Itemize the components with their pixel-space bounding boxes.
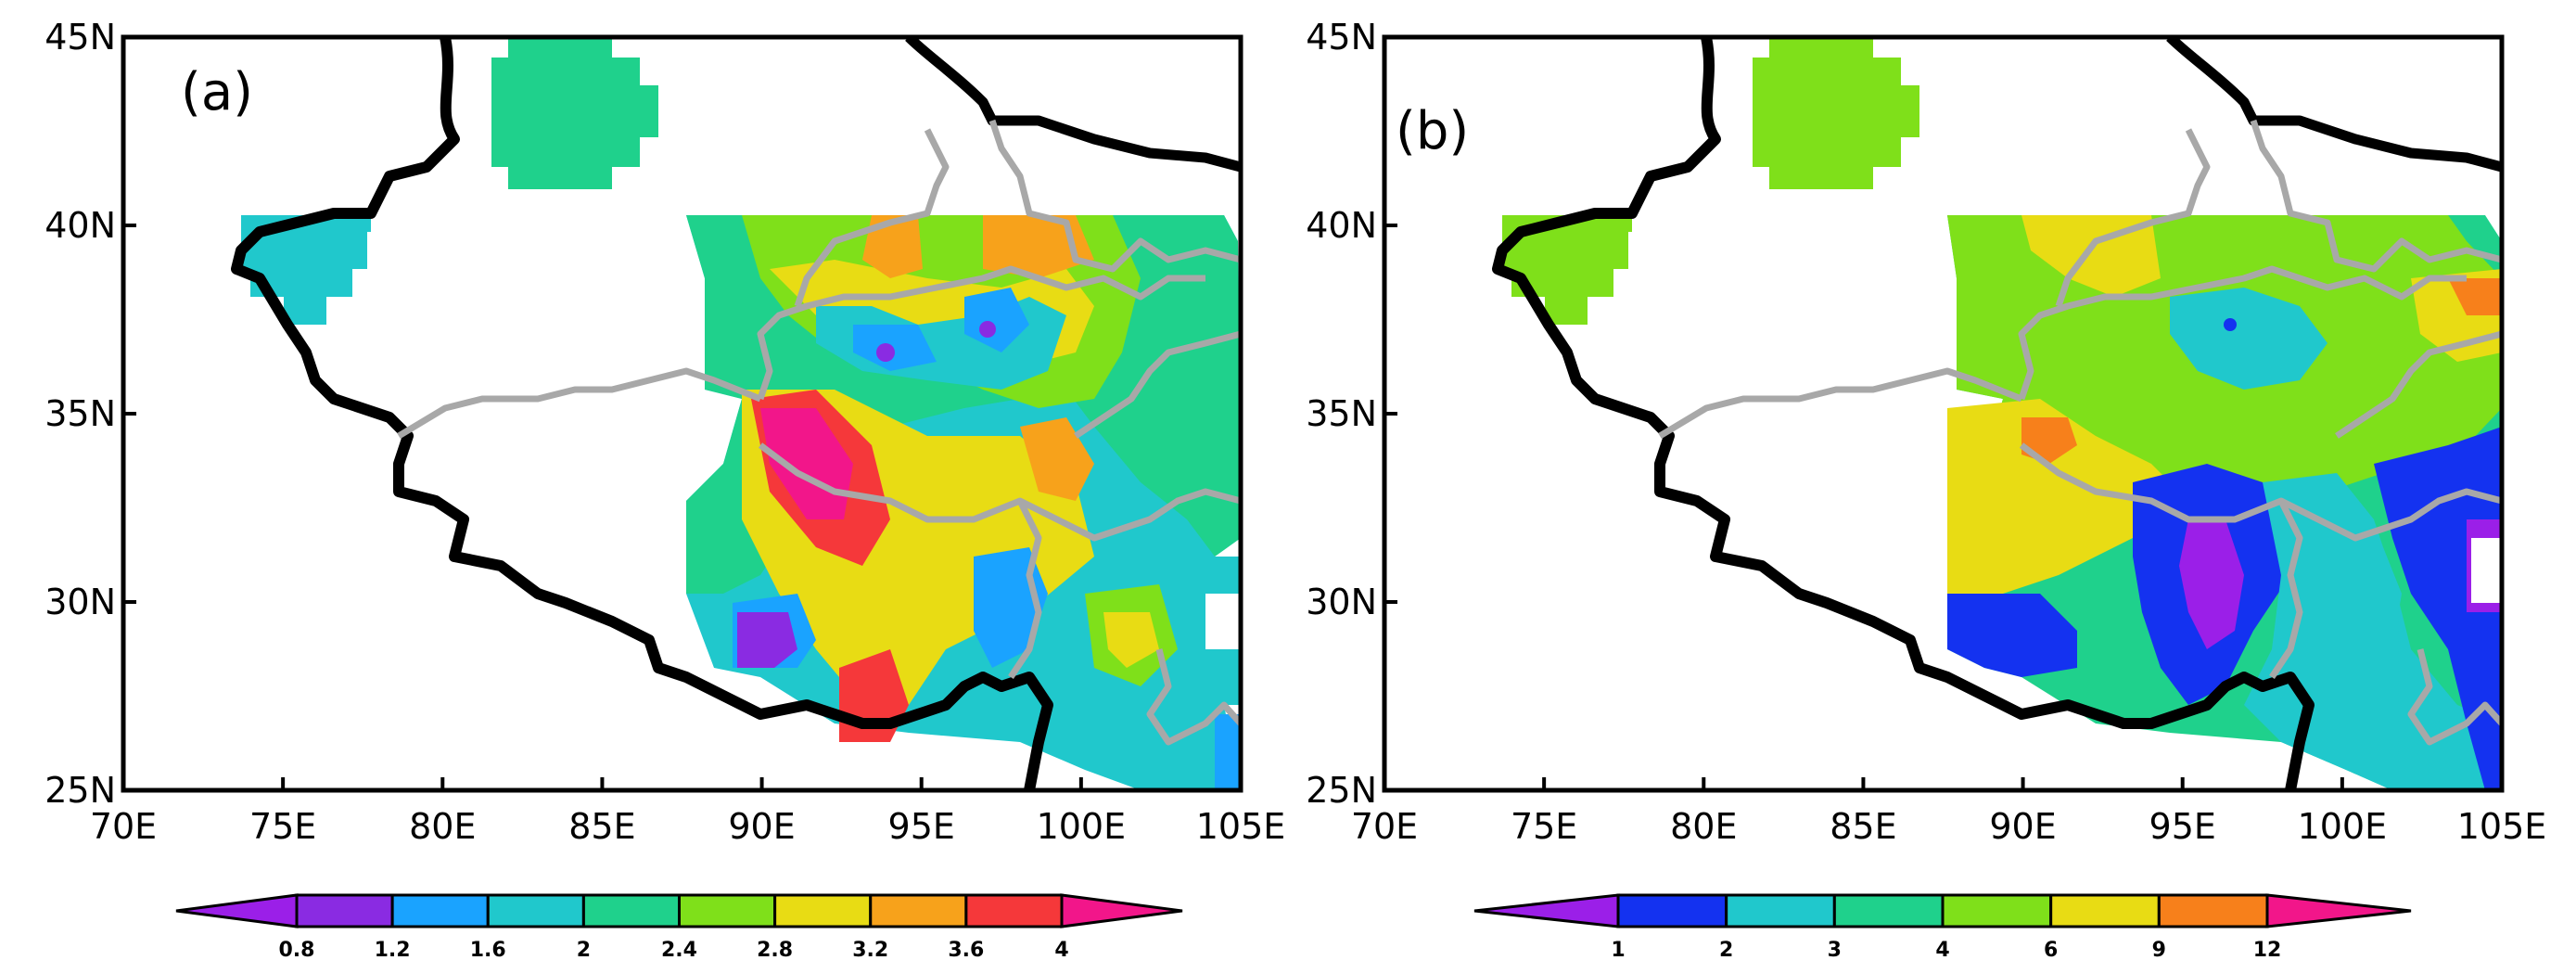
colorbar-segment (1725, 893, 1836, 928)
x-tick-label: 95E (2149, 806, 2216, 847)
colorbar-segment (869, 893, 968, 928)
colorbar-label: 2.8 (757, 939, 793, 962)
colorbar-label: 9 (2152, 939, 2166, 962)
colorbar-max-arrow (1060, 893, 1183, 928)
colorbar-segment (1941, 893, 2053, 928)
colorbar-segment (486, 893, 585, 928)
colorbar-segment (390, 893, 490, 928)
colorbar-label: 2.4 (661, 939, 697, 962)
colorbar-segment (295, 893, 394, 928)
colorbar-max-arrow (2265, 893, 2412, 928)
panel-a-borders (231, 37, 1241, 790)
colorbar-label: 1.6 (470, 939, 506, 962)
panel-a: (a) 70E 75E 80E 85E 90E 95E 100E 105E 25N 30N 35N 4… (45, 17, 1285, 962)
colorbar-segment (1616, 893, 1728, 928)
panel-a-field (241, 37, 1241, 790)
x-tick-label: 105E (2457, 806, 2547, 847)
colorbar-label: 0.8 (279, 939, 315, 962)
x-tick-label: 70E (1351, 806, 1418, 847)
x-tick-label: 75E (249, 806, 316, 847)
x-tick-label: 90E (1989, 806, 2056, 847)
colorbar-label: 1.2 (375, 939, 411, 962)
colorbar-label: 1 (1611, 939, 1625, 962)
x-tick-label: 80E (1670, 806, 1737, 847)
colorbar-label: 2 (1719, 939, 1733, 962)
colorbar-segment (2049, 893, 2161, 928)
colorbar-label: 12 (2253, 939, 2282, 962)
panel-b-axis-ticks: 70E 75E 80E 85E 90E 95E 100E 105E 25N 30N 35N 40N 45… (1306, 17, 2546, 847)
panel-b-label: (b) (1396, 101, 1469, 161)
x-tick-label: 75E (1511, 806, 1577, 847)
colorbar-label: 3.6 (948, 939, 984, 962)
x-tick-label: 90E (728, 806, 795, 847)
x-tick-label: 85E (1830, 806, 1896, 847)
colorbar-segment (581, 893, 681, 928)
panel-b-borders (1492, 37, 2502, 790)
colorbar-label: 2 (577, 939, 591, 962)
x-tick-label: 100E (1037, 806, 1127, 847)
x-tick-label: 95E (888, 806, 955, 847)
y-tick-label: 30N (45, 582, 116, 622)
y-tick-label: 35N (45, 393, 116, 434)
y-tick-label: 25N (1306, 770, 1377, 811)
y-tick-label: 30N (1306, 582, 1377, 622)
panel-a-axis-ticks: 70E 75E 80E 85E 90E 95E 100E 105E 25N 30N 35N 40N 45… (45, 17, 1285, 847)
colorbar-min-arrow (1473, 893, 1620, 928)
y-tick-label: 40N (1306, 205, 1377, 246)
colorbar-label: 4 (1054, 939, 1068, 962)
y-tick-label: 35N (1306, 393, 1377, 434)
panel-b-colorbar: 1 2 3 4 6 9 12 (1473, 893, 2412, 962)
y-tick-label: 25N (45, 770, 116, 811)
colorbar-label: 4 (1935, 939, 1949, 962)
x-tick-label: 80E (409, 806, 476, 847)
y-tick-label: 40N (45, 205, 116, 246)
colorbar-min-arrow (175, 893, 299, 928)
x-tick-label: 70E (90, 806, 157, 847)
colorbar-segment (678, 893, 777, 928)
colorbar-label: 6 (2044, 939, 2058, 962)
y-tick-label: 45N (1306, 17, 1377, 58)
panel-a-label: (a) (181, 62, 253, 122)
x-tick-label: 105E (1196, 806, 1286, 847)
panel-b: (b) 70E 75E 80E 85E 90E 95E 100E 105E 25N 30N 35N 4… (1306, 17, 2546, 962)
y-tick-label: 45N (45, 17, 116, 58)
colorbar-label: 3 (1828, 939, 1842, 962)
panel-a-colorbar: 0.8 1.2 1.6 2 2.4 2.8 3.2 3.6 4 (175, 893, 1183, 962)
colorbar-label: 3.2 (852, 939, 888, 962)
x-tick-label: 100E (2298, 806, 2388, 847)
colorbar-segment (2157, 893, 2269, 928)
panel-b-field (1502, 37, 2502, 790)
colorbar-segment (1832, 893, 1945, 928)
x-tick-label: 85E (568, 806, 635, 847)
colorbar-segment (773, 893, 873, 928)
colorbar-segment (964, 893, 1064, 928)
